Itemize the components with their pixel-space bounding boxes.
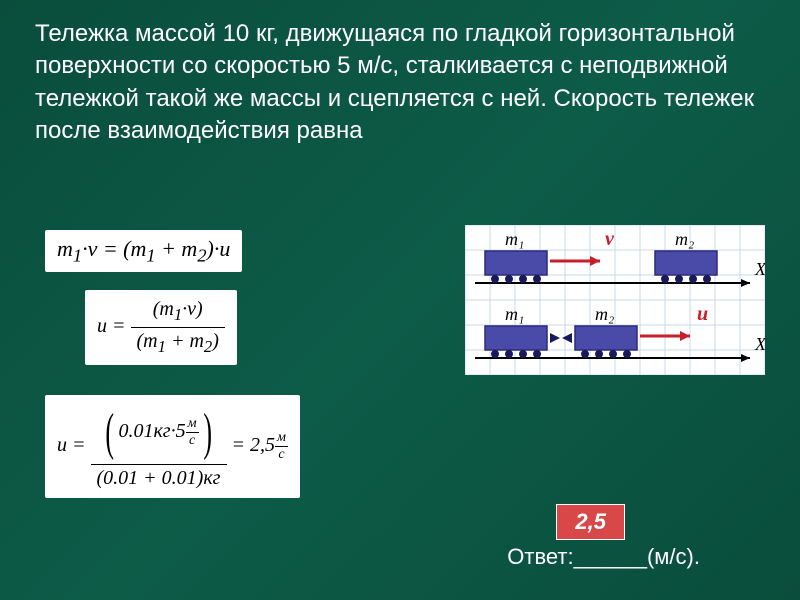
diagram-svg: X m₁ v m₂ X m₁ [465, 225, 765, 375]
formula3-result: = 2,5мс [232, 434, 288, 456]
label-u: u [697, 303, 708, 325]
wheel [689, 275, 697, 283]
wheel [623, 350, 631, 358]
label-m1-before: m₁ [505, 229, 524, 249]
axis-top-label: X [754, 259, 765, 279]
formula3-denominator: (0.01 + 0.01)кг [91, 465, 227, 492]
wheel [581, 350, 589, 358]
couple-arrow-left [550, 333, 560, 343]
wheel [491, 275, 499, 283]
cart-m2-after [575, 326, 637, 350]
formula3-numerator: (0.01кг·5мс) [91, 401, 227, 465]
wheel [703, 275, 711, 283]
problem-statement: Тележка массой 10 кг, движущаяся по глад… [0, 0, 800, 158]
wheel [533, 350, 541, 358]
couple-arrow-right [562, 333, 572, 343]
label-m2-after: m₂ [595, 304, 614, 324]
answer-label: Ответ:______(м/с). [507, 544, 700, 570]
wheel [519, 350, 527, 358]
wheel [505, 275, 513, 283]
formula3-fraction: (0.01кг·5мс) (0.01 + 0.01)кг [91, 401, 227, 492]
wheel [505, 350, 513, 358]
formula-calculation: u = (0.01кг·5мс) (0.01 + 0.01)кг = 2,5мс [45, 395, 300, 498]
v-arrowhead [590, 256, 600, 266]
wheel [595, 350, 603, 358]
answer-value-box: 2,5 [556, 504, 625, 540]
formula1-text: m1·v = (m1 + m2)·u [57, 236, 230, 261]
formula2-lhs: u = [97, 315, 131, 337]
axis-top-arrow [741, 279, 750, 287]
collision-diagram: X m₁ v m₂ X m₁ [465, 225, 765, 375]
wheel [519, 275, 527, 283]
wheel [533, 275, 541, 283]
wheel [491, 350, 499, 358]
label-m2-before: m₂ [675, 229, 694, 249]
formula2-fraction: (m1·v) (m1 + m2) [131, 296, 225, 359]
formula3-lhs: u = [57, 434, 91, 456]
formula-velocity-expression: u = (m1·v) (m1 + m2) [85, 290, 237, 365]
cart-m1-after [485, 326, 547, 350]
axis-bottom-label: X [754, 334, 765, 354]
label-v: v [605, 228, 615, 250]
cart-m1-before [485, 251, 547, 275]
u-arrowhead [680, 331, 690, 341]
wheel [609, 350, 617, 358]
formula2-denominator: (m1 + m2) [131, 328, 225, 359]
formula2-numerator: (m1·v) [131, 296, 225, 328]
cart-m2-before [655, 251, 717, 275]
label-m1-after: m₁ [505, 304, 524, 324]
formula-momentum-conservation: m1·v = (m1 + m2)·u [45, 230, 242, 272]
wheel [675, 275, 683, 283]
wheel [661, 275, 669, 283]
axis-bottom-arrow [741, 354, 750, 362]
